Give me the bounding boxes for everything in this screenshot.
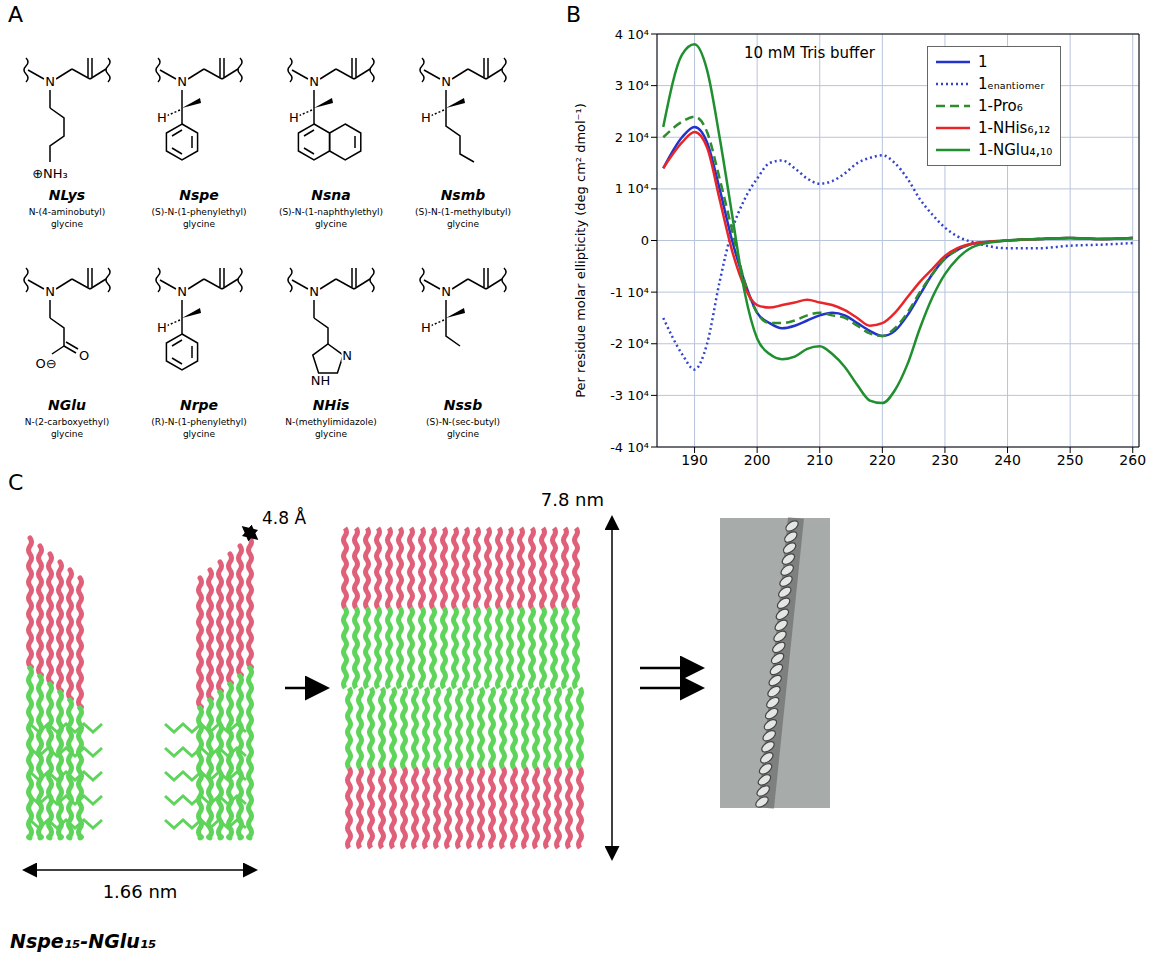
svg-text:N: N bbox=[309, 74, 319, 89]
svg-text:3 10⁴: 3 10⁴ bbox=[615, 78, 649, 93]
svg-text:H: H bbox=[421, 110, 431, 125]
svg-text:-4 10⁴: -4 10⁴ bbox=[610, 440, 649, 455]
svg-text:H: H bbox=[157, 320, 167, 335]
svg-text:glycine: glycine bbox=[183, 429, 216, 439]
svg-text:7.8 nm: 7.8 nm bbox=[541, 489, 604, 510]
svg-text:210: 210 bbox=[806, 452, 833, 468]
svg-text:4 10⁴: 4 10⁴ bbox=[615, 27, 649, 42]
svg-text:H: H bbox=[289, 110, 299, 125]
svg-text:O⊖: O⊖ bbox=[35, 356, 56, 371]
html-text:A: A bbox=[8, 2, 24, 27]
html-text:1-Pro₆: 1-Pro₆ bbox=[978, 97, 1023, 115]
svg-text:⊕NH₃: ⊕NH₃ bbox=[32, 166, 68, 181]
svg-text:glycine: glycine bbox=[183, 219, 216, 229]
svg-text:NH: NH bbox=[311, 373, 331, 388]
svg-text:4.8 Å: 4.8 Å bbox=[262, 507, 306, 528]
svg-text:NHis: NHis bbox=[313, 397, 350, 413]
svg-text:H: H bbox=[421, 320, 431, 335]
svg-text:N-(methylimidazole): N-(methylimidazole) bbox=[285, 417, 377, 427]
svg-text:NGlu: NGlu bbox=[48, 397, 86, 413]
svg-text:Nsmb: Nsmb bbox=[441, 187, 486, 203]
svg-text:-2 10⁴: -2 10⁴ bbox=[610, 336, 649, 351]
svg-text:1 10⁴: 1 10⁴ bbox=[615, 181, 649, 196]
svg-text:O: O bbox=[79, 348, 89, 363]
svg-text:glycine: glycine bbox=[51, 429, 84, 439]
svg-text:250: 250 bbox=[1057, 452, 1084, 468]
svg-text:260: 260 bbox=[1119, 452, 1146, 468]
svg-text:NLys: NLys bbox=[49, 187, 85, 203]
svg-text:Nssb: Nssb bbox=[444, 397, 482, 413]
html-text:1-NGlu₄,₁₀: 1-NGlu₄,₁₀ bbox=[978, 141, 1053, 159]
svg-text:N-(2-carboxyethyl): N-(2-carboxyethyl) bbox=[25, 417, 109, 427]
svg-text:N: N bbox=[441, 74, 451, 89]
svg-text:N: N bbox=[177, 74, 187, 89]
html-text:1ₑₙₐₙₜᵢₒₘₑᵣ: 1ₑₙₐₙₜᵢₒₘₑᵣ bbox=[978, 75, 1045, 93]
svg-text:-1 10⁴: -1 10⁴ bbox=[610, 285, 649, 300]
html-text:Per residue molar ellipticity: Per residue molar ellipticity (deg cm² d… bbox=[572, 103, 588, 398]
svg-text:220: 220 bbox=[869, 452, 896, 468]
svg-text:240: 240 bbox=[994, 452, 1021, 468]
svg-text:Nspe₁₅-NGlu₁₅: Nspe₁₅-NGlu₁₅ bbox=[10, 930, 156, 952]
svg-text:glycine: glycine bbox=[447, 219, 480, 229]
svg-text:0: 0 bbox=[641, 233, 649, 248]
svg-text:(R)-N-(1-phenylethyl): (R)-N-(1-phenylethyl) bbox=[151, 417, 247, 427]
svg-text:200: 200 bbox=[744, 452, 771, 468]
html-text:1-NHis₆,₁₂: 1-NHis₆,₁₂ bbox=[978, 119, 1051, 137]
svg-text:Nspe: Nspe bbox=[179, 187, 219, 203]
svg-text:N-(4-aminobutyl): N-(4-aminobutyl) bbox=[29, 207, 106, 217]
svg-text:glycine: glycine bbox=[315, 429, 348, 439]
svg-text:2 10⁴: 2 10⁴ bbox=[615, 130, 649, 145]
svg-text:190: 190 bbox=[681, 452, 708, 468]
html-text:1: 1 bbox=[978, 53, 988, 71]
svg-text:N: N bbox=[45, 74, 55, 89]
svg-text:H: H bbox=[157, 110, 167, 125]
svg-text:N: N bbox=[177, 284, 187, 299]
svg-text:N: N bbox=[441, 284, 451, 299]
svg-text:(S)-N-(1-naphthylethyl): (S)-N-(1-naphthylethyl) bbox=[279, 207, 383, 217]
svg-text:-3 10⁴: -3 10⁴ bbox=[610, 388, 649, 403]
svg-text:glycine: glycine bbox=[315, 219, 348, 229]
svg-text:N: N bbox=[45, 284, 55, 299]
svg-text:(S)-N-(1-phenylethyl): (S)-N-(1-phenylethyl) bbox=[151, 207, 246, 217]
svg-text:N: N bbox=[342, 348, 352, 363]
svg-text:Nsna: Nsna bbox=[311, 187, 350, 203]
svg-text:(S)-N-(1-methylbutyl): (S)-N-(1-methylbutyl) bbox=[415, 207, 511, 217]
svg-text:glycine: glycine bbox=[51, 219, 84, 229]
svg-text:230: 230 bbox=[932, 452, 959, 468]
html-text:B: B bbox=[566, 2, 582, 27]
html-text:10 mM Tris buffer: 10 mM Tris buffer bbox=[744, 44, 875, 62]
svg-text:(S)-N-(sec-butyl): (S)-N-(sec-butyl) bbox=[426, 417, 500, 427]
svg-text:1.66 nm: 1.66 nm bbox=[103, 881, 178, 902]
html-text:C: C bbox=[8, 470, 24, 495]
svg-text:glycine: glycine bbox=[447, 429, 480, 439]
svg-text:Nrpe: Nrpe bbox=[180, 397, 218, 413]
svg-text:N: N bbox=[309, 284, 319, 299]
